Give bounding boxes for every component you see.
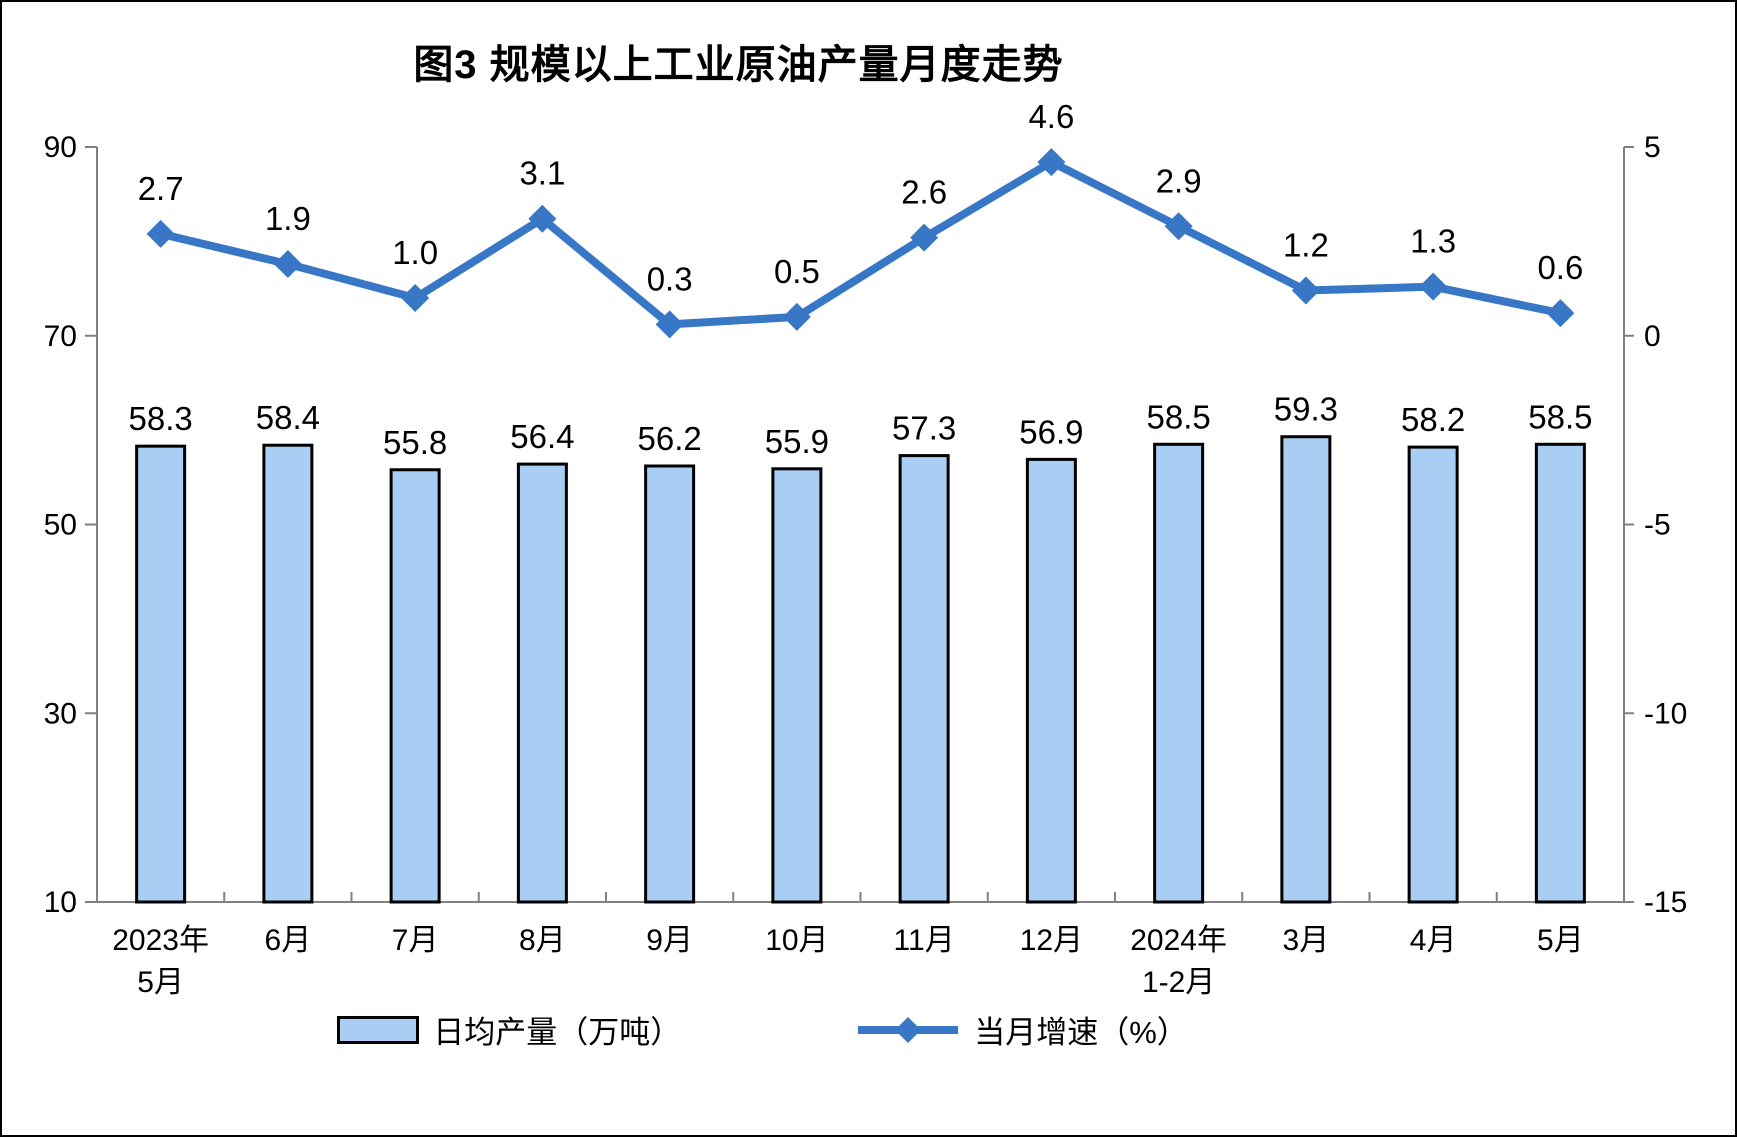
right-axis-tick-label: 0 <box>1644 320 1661 353</box>
line-value-label: 1.9 <box>265 200 311 237</box>
bar <box>771 467 823 904</box>
bar-value-label: 57.3 <box>892 410 956 447</box>
bar-value-label: 58.5 <box>1147 398 1211 435</box>
bar <box>1407 445 1459 904</box>
bar-value-label: 58.5 <box>1528 398 1592 435</box>
legend-bar-label: 日均产量（万吨） <box>433 1015 682 1050</box>
chart-legend: 日均产量（万吨） 当月增速（%） <box>2 1007 1735 1052</box>
line-value-label: 2.7 <box>138 170 184 207</box>
bar-value-label: 56.2 <box>638 420 702 457</box>
bar <box>1153 442 1205 904</box>
x-axis-category-label: 1-2月 <box>1142 966 1215 999</box>
line-marker-diamond <box>1291 276 1320 305</box>
bar-value-label: 56.4 <box>510 418 574 455</box>
bar <box>389 468 441 904</box>
bar-value-label: 58.2 <box>1401 401 1465 438</box>
bar <box>898 454 950 904</box>
line-marker-diamond <box>782 302 811 331</box>
legend-item-line: 当月增速（%） <box>856 1007 1188 1052</box>
line-value-label: 2.6 <box>901 174 947 211</box>
line-series-swatch-icon <box>858 1016 959 1043</box>
left-axis-tick-label: 30 <box>44 697 77 730</box>
x-axis-category-label: 10月 <box>765 924 828 957</box>
right-axis-tick-label: -15 <box>1644 886 1687 919</box>
bar <box>516 462 568 904</box>
x-axis-category-label: 8月 <box>519 924 566 957</box>
legend-line-label: 当月增速（%） <box>974 1015 1188 1050</box>
line-value-label: 1.2 <box>1283 226 1329 263</box>
chart-title: 图3 规模以上工业原油产量月度走势 <box>413 43 1064 87</box>
bar <box>1534 442 1586 904</box>
bar <box>1280 435 1332 904</box>
bar-value-label: 58.4 <box>256 399 320 436</box>
bar-value-label: 59.3 <box>1274 391 1338 428</box>
line-value-label: 0.5 <box>774 253 820 290</box>
line-value-label: 1.0 <box>392 234 438 271</box>
bar <box>1025 457 1077 904</box>
x-axis-category-label: 11月 <box>894 924 955 957</box>
legend-item-bar: 日均产量（万吨） <box>337 1007 681 1052</box>
bar-value-label: 56.9 <box>1019 413 1083 450</box>
line-marker-diamond <box>910 223 939 252</box>
bar-value-label: 55.9 <box>765 423 829 460</box>
x-axis-category-label: 9月 <box>646 924 693 957</box>
line-value-label: 2.9 <box>1156 162 1202 199</box>
x-axis-category-label: 5月 <box>1537 924 1584 957</box>
line-value-label: 4.6 <box>1028 98 1074 135</box>
bar-value-label: 55.8 <box>383 424 447 461</box>
x-axis-category-label: 3月 <box>1283 924 1330 957</box>
left-axis-tick-label: 50 <box>44 509 77 542</box>
x-axis-category-label: 2024年 <box>1130 924 1227 957</box>
line-marker-diamond <box>1546 299 1575 328</box>
right-axis-tick-label: -5 <box>1644 509 1671 542</box>
line-marker-diamond <box>655 310 684 339</box>
line-value-label: 0.6 <box>1537 249 1583 286</box>
left-axis-tick-label: 10 <box>44 886 77 919</box>
line-marker-diamond <box>1164 212 1193 241</box>
bar-series-swatch-icon <box>337 1015 420 1044</box>
line-marker-diamond <box>1037 148 1066 177</box>
bar-value-label: 58.3 <box>129 400 193 437</box>
line-marker-diamond <box>401 284 430 312</box>
bar <box>262 443 314 904</box>
line-value-label: 3.1 <box>519 155 565 192</box>
line-marker-diamond <box>146 219 175 248</box>
x-axis-category-label: 2023年 <box>112 924 209 957</box>
bar <box>644 464 696 904</box>
line-marker-diamond <box>273 250 302 279</box>
line-marker-diamond <box>528 204 557 233</box>
left-axis-tick-label: 90 <box>44 131 77 164</box>
x-axis-category-label: 4月 <box>1410 924 1457 957</box>
line-value-label: 0.3 <box>647 260 693 297</box>
right-axis-tick-label: -10 <box>1644 697 1687 730</box>
line-value-label: 1.3 <box>1410 223 1456 260</box>
x-axis-category-label: 6月 <box>265 924 312 957</box>
left-axis-tick-label: 70 <box>44 320 77 353</box>
line-marker-diamond <box>1419 272 1448 301</box>
x-axis-category-label: 7月 <box>392 924 439 957</box>
bar <box>135 444 187 904</box>
x-axis-category-label: 5月 <box>137 966 184 999</box>
x-axis-category-label: 12月 <box>1020 924 1083 957</box>
growth-line <box>156 158 1565 329</box>
right-axis-tick-label: 5 <box>1644 131 1661 164</box>
